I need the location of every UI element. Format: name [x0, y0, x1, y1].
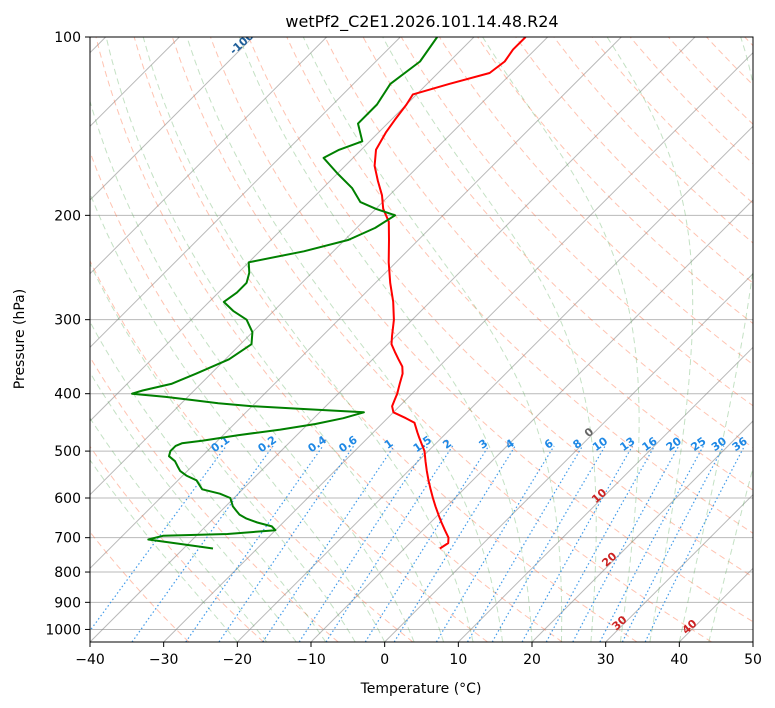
moist-adiabat [90, 459, 238, 642]
mixing-ratio-line [466, 445, 584, 642]
y-tick-label: 1000 [45, 622, 81, 638]
x-tick-label: −10 [296, 652, 326, 668]
dry-adiabat [591, 37, 753, 204]
y-tick-label: 300 [54, 313, 81, 329]
dry-adiabat [90, 259, 414, 642]
dry-adiabat [171, 37, 712, 642]
isotherm-gridline [531, 420, 753, 642]
dry-adiabat [400, 37, 753, 407]
dry-adiabat [629, 37, 753, 165]
moist-adiabat [90, 99, 415, 642]
moist-adiabat [90, 192, 386, 642]
plot-area: 0.10.20.40.611.52346810131620253036-100-… [90, 37, 753, 642]
mixing-ratio-line [364, 445, 490, 642]
isotherm-gridline [605, 493, 753, 642]
moist-adiabat [186, 37, 503, 642]
y-tick-label: 600 [54, 491, 81, 507]
dry-adiabat [248, 37, 753, 578]
mixing-ratio-line [325, 445, 454, 642]
mixing-ratio-line [218, 445, 355, 642]
x-tick-label: 0 [380, 652, 389, 668]
mixing-ratio-line [435, 445, 555, 642]
moist-adiabat [90, 417, 268, 642]
mixing-ratio-line [393, 445, 516, 642]
isotherm-gridline [384, 272, 753, 642]
mixing-ratio-line [262, 445, 395, 642]
y-tick-label: 900 [54, 595, 81, 611]
moist-adiabat [90, 371, 297, 642]
moist-adiabat [105, 37, 445, 642]
isotherm-gridline [236, 125, 753, 642]
dry-adiabat [95, 37, 563, 642]
x-tick-label: 10 [449, 652, 467, 668]
mixing-ratio-line [298, 445, 429, 642]
moist-adiabat [302, 37, 563, 642]
x-axis-label: Temperature (°C) [360, 681, 482, 697]
x-tick-label: 50 [744, 652, 762, 668]
dry-adiabat [210, 37, 753, 623]
isotherm-gridline [457, 346, 753, 642]
y-axis-label: Pressure (hPa) [12, 289, 28, 389]
isotherm-gridline [90, 37, 401, 349]
y-tick-label: 700 [54, 531, 81, 547]
y-tick-label: 400 [54, 387, 81, 403]
mixing-ratio-line [521, 445, 634, 642]
y-tick-label: 100 [54, 30, 81, 46]
x-tick-label: −20 [223, 652, 253, 668]
moist-adiabat [382, 37, 597, 642]
mixing-ratio-line [545, 445, 656, 642]
axis-ticks: −40 −30 −20 −10 0 10 20 30 40 50 100 200 300 400 500 60… [45, 30, 762, 668]
x-tick-label: 20 [523, 652, 541, 668]
mixing-ratio-line [621, 445, 725, 642]
temperature-profile [373, 37, 527, 550]
isotherm-gridline [90, 37, 328, 275]
y-tick-label: 200 [54, 208, 81, 224]
x-tick-label: 30 [597, 652, 615, 668]
dewpoint-profile [131, 37, 439, 550]
isotherm-gridline [90, 37, 475, 422]
y-tick-label: 800 [54, 565, 81, 581]
x-tick-label: 40 [670, 652, 688, 668]
moist-adiabat [482, 37, 640, 642]
y-tick-label: 500 [54, 444, 81, 460]
x-tick-label: −40 [75, 652, 105, 668]
x-tick-label: −30 [149, 652, 179, 668]
chart-title: wetPf2_C2E1.2026.101.14.48.R24 [285, 12, 558, 32]
mixing-ratio-line [185, 445, 324, 642]
moist-adiabat [606, 37, 694, 642]
dry-adiabat [477, 37, 753, 325]
isotherm-gridline [163, 51, 753, 642]
dry-adiabat [362, 37, 753, 449]
moist-adiabat [678, 37, 753, 642]
mixing-ratio-line [644, 445, 746, 642]
moist-adiabat [90, 320, 327, 642]
plot-frame [89, 36, 754, 643]
moist-adiabat [142, 37, 474, 642]
mixing-ratio-line [131, 445, 274, 642]
isotherm-gridline [90, 37, 549, 496]
isotherm-gridline [90, 37, 622, 570]
dry-adiabat [515, 37, 753, 284]
moist-adiabat [708, 466, 753, 642]
dry-adiabat [133, 37, 638, 642]
isotherm-gridline [310, 199, 753, 642]
moist-adiabat [238, 37, 533, 642]
moist-adiabat [90, 262, 356, 642]
isotherm-gridline [90, 37, 254, 201]
